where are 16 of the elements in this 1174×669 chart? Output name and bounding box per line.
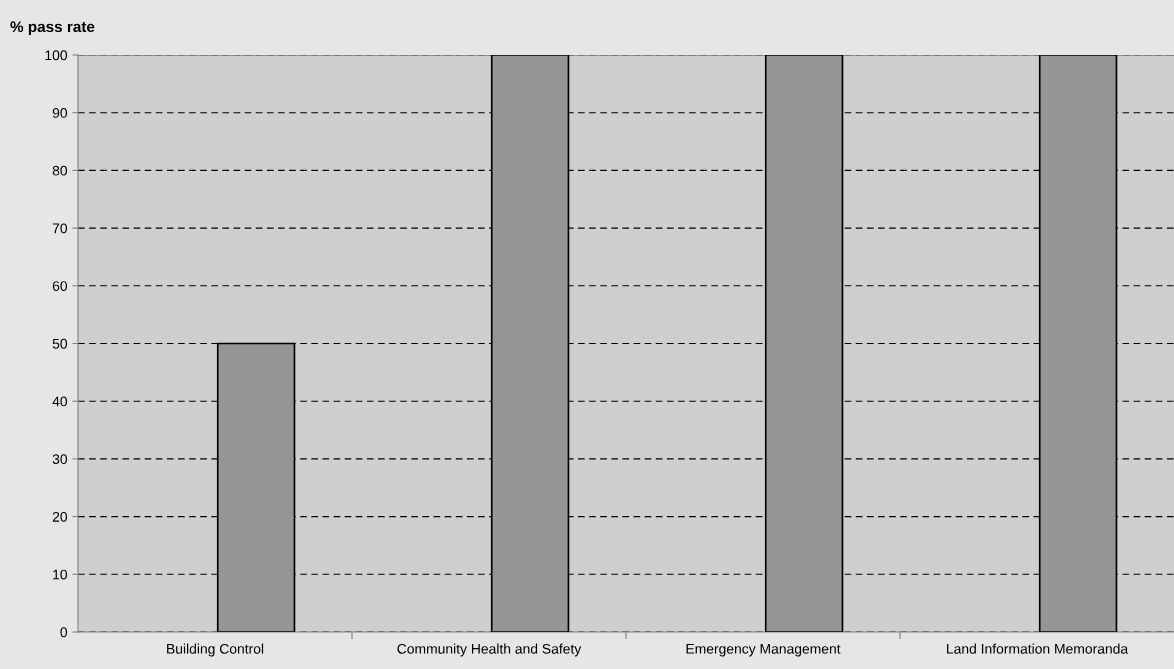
y-axis-title: % pass rate	[10, 21, 95, 36]
y-tick-label: 10	[53, 569, 68, 580]
y-tick-label: 60	[52, 281, 68, 291]
y-tick-label: 70	[52, 223, 68, 234]
y-tick-label: 40	[52, 396, 68, 407]
x-tick-label: Land Information Memoranda	[947, 643, 1129, 654]
y-tick-label: 100	[45, 50, 68, 61]
y-tick-label: 30	[52, 454, 68, 465]
x-tick-label: Community Health and Safety	[397, 643, 582, 657]
x-tick-label: Building Control	[167, 643, 264, 657]
y-tick-label: 90	[52, 108, 68, 118]
y-tick-label: 20	[52, 511, 68, 522]
y-tick-label: 80	[52, 165, 68, 176]
x-tick-label: Emergency Management	[686, 644, 841, 657]
y-tick-label: 50	[52, 338, 68, 349]
y-tick-label: 0	[60, 627, 68, 638]
